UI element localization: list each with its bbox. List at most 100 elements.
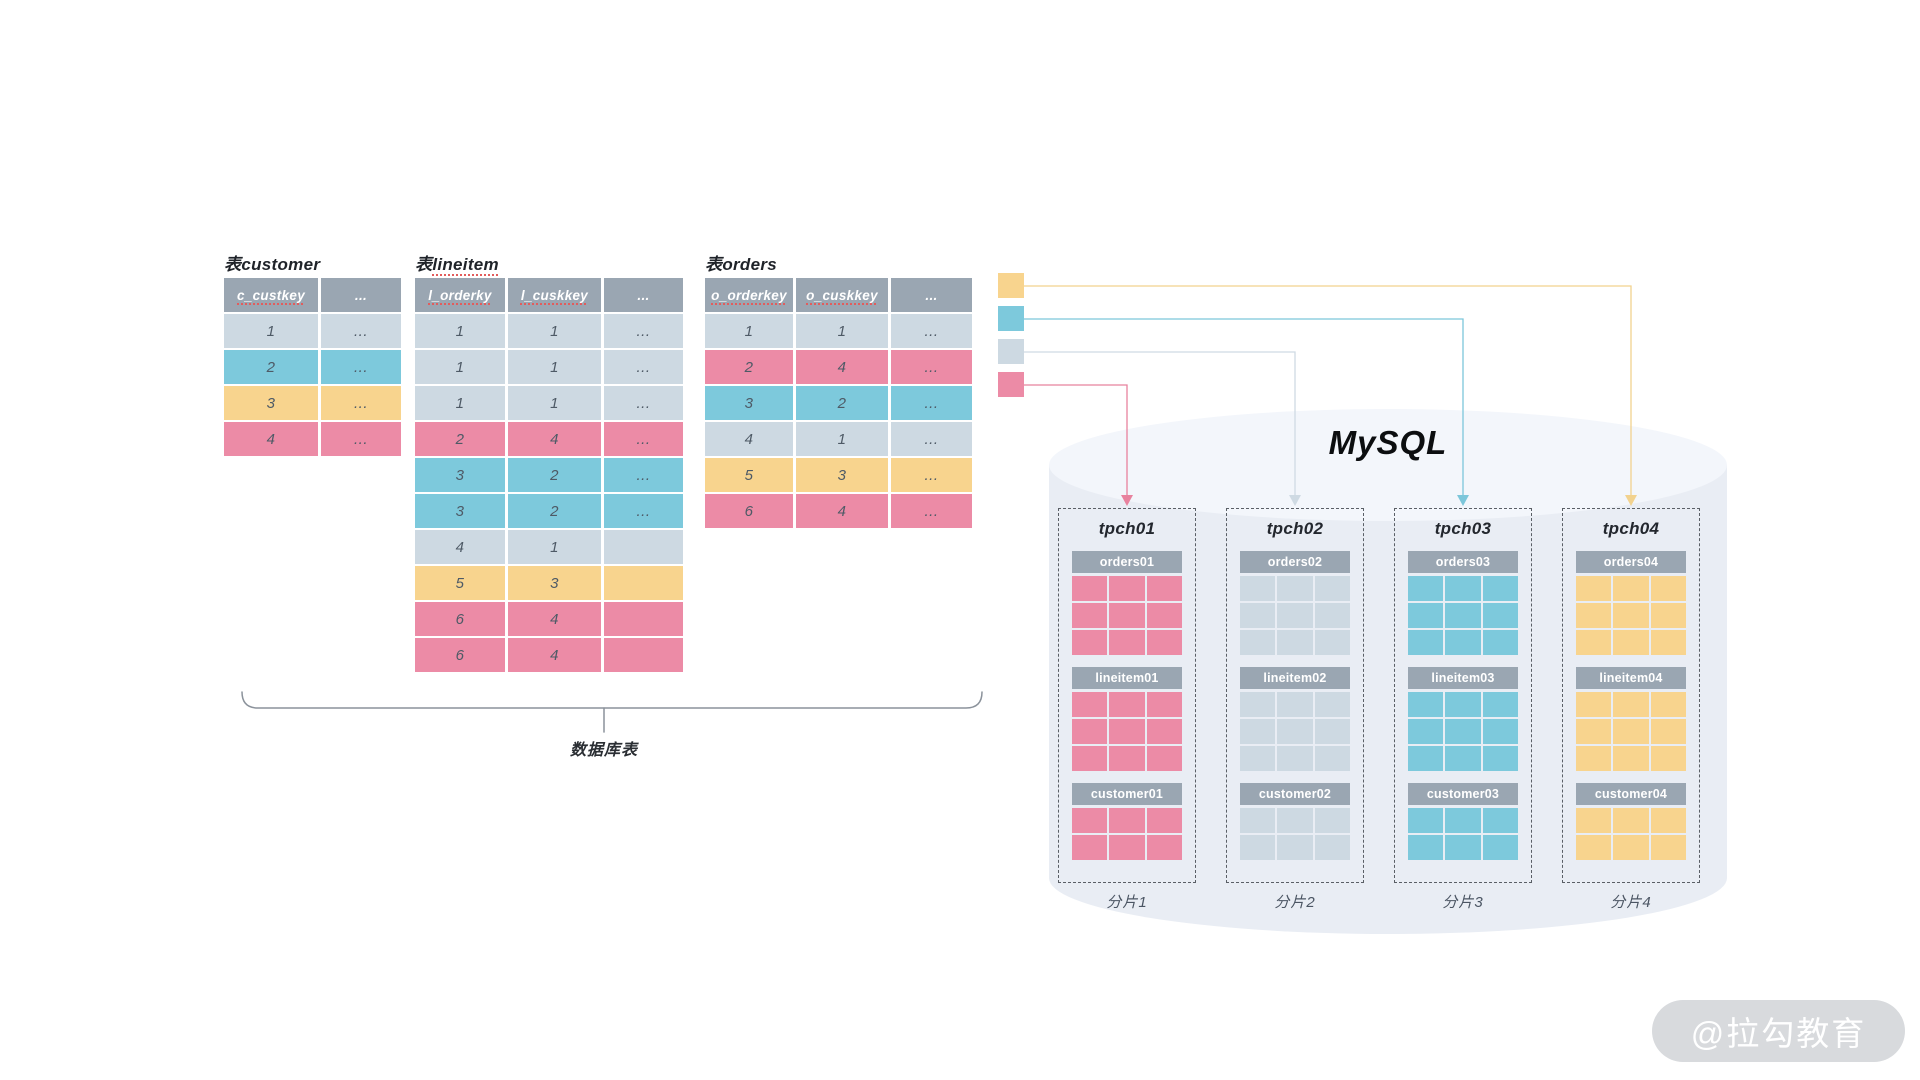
grid-cell xyxy=(1613,630,1649,655)
table-title-text: customer xyxy=(241,255,321,274)
grid-cell xyxy=(1408,692,1444,717)
grid-cell xyxy=(1408,719,1444,744)
column-header-text: o_orderkey xyxy=(711,287,787,303)
grid-cell xyxy=(1613,692,1649,717)
arrowhead-light xyxy=(1289,495,1301,506)
grid-cell xyxy=(1109,808,1145,833)
table-cell: 4 xyxy=(796,494,888,528)
grid-cell xyxy=(1650,719,1686,744)
mini-table-header: customer04 xyxy=(1576,783,1686,805)
grid-cell xyxy=(1146,746,1182,771)
grid-cell xyxy=(1576,835,1612,860)
grid-cell xyxy=(1482,630,1518,655)
shard-name: tpch04 xyxy=(1602,519,1660,538)
table-cell: ... xyxy=(891,386,972,420)
shard-tpch01: tpch01 orders01 lineitem01 customer01 分片1 xyxy=(1058,508,1196,912)
mini-table-lineitem03: lineitem03 xyxy=(1408,667,1518,771)
mini-table-customer02: customer02 xyxy=(1240,783,1350,860)
grid-cell xyxy=(1072,576,1108,601)
grid-cell xyxy=(1445,576,1481,601)
table-cell: ... xyxy=(321,314,401,348)
grid-cell xyxy=(1482,576,1518,601)
table-title-orders: 表orders xyxy=(705,250,972,274)
table-cell: 1 xyxy=(508,530,601,564)
table-cell: ... xyxy=(891,422,972,456)
table-cell: 2 xyxy=(508,458,601,492)
grid-cell xyxy=(1072,692,1108,717)
flow-arrow-yellow xyxy=(1024,285,1632,496)
table-cell: 1 xyxy=(508,314,601,348)
grid-cell xyxy=(1576,576,1612,601)
grid-cell xyxy=(1277,808,1313,833)
table-cell: ... xyxy=(604,350,683,384)
shard-box-tpch01: tpch01 orders01 lineitem01 customer01 xyxy=(1058,508,1196,883)
mini-table-grid xyxy=(1408,808,1518,860)
table-cell: 5 xyxy=(705,458,793,492)
grid-cell xyxy=(1576,692,1612,717)
grid-cell xyxy=(1072,835,1108,860)
flow-arrow-cyan xyxy=(1024,318,1464,496)
grid-cell xyxy=(1408,603,1444,628)
table-cell: 3 xyxy=(796,458,888,492)
legend-swatch-pink xyxy=(998,372,1024,397)
grid-cell xyxy=(1650,808,1686,833)
mini-table-lineitem04: lineitem04 xyxy=(1576,667,1686,771)
grid-cell xyxy=(1146,692,1182,717)
table-cell: 4 xyxy=(705,422,793,456)
table-cell: 1 xyxy=(224,314,318,348)
grid-cell xyxy=(1109,603,1145,628)
table-cell xyxy=(604,638,683,672)
table-cell: 1 xyxy=(415,386,505,420)
table-cell: ... xyxy=(604,458,683,492)
table-cell: 6 xyxy=(415,602,505,636)
mini-table-grid xyxy=(1408,692,1518,771)
grid-cell xyxy=(1277,719,1313,744)
grid-cell xyxy=(1445,808,1481,833)
grid-cell xyxy=(1650,630,1686,655)
grid-cell xyxy=(1482,719,1518,744)
table-title-lineitem: 表lineitem xyxy=(415,250,683,274)
grid-cell xyxy=(1408,630,1444,655)
shard-caption: 分片1 xyxy=(1106,894,1148,911)
mini-table-customer01: customer01 xyxy=(1072,783,1182,860)
table-cell: 1 xyxy=(508,350,601,384)
grid-cell xyxy=(1408,835,1444,860)
source-table-lineitem: 表lineitem l_orderky l_cuskkey... 1 1... 1 1...… xyxy=(415,250,683,672)
grid-cell xyxy=(1109,630,1145,655)
grid-cell xyxy=(1650,746,1686,771)
grid-cell xyxy=(1408,576,1444,601)
mini-table-grid xyxy=(1576,692,1686,771)
table-cell: 2 xyxy=(224,350,318,384)
table-cell: 4 xyxy=(415,530,505,564)
mini-table-grid xyxy=(1240,808,1350,860)
grid-cell xyxy=(1277,603,1313,628)
mini-table-header: customer03 xyxy=(1408,783,1518,805)
table-cell: 3 xyxy=(415,458,505,492)
grid-cell xyxy=(1576,719,1612,744)
table-cell xyxy=(604,530,683,564)
mini-table-grid xyxy=(1072,576,1182,655)
table-cell: 1 xyxy=(415,314,505,348)
grid-cell xyxy=(1109,719,1145,744)
grid-cell xyxy=(1613,603,1649,628)
table-title-prefix: 表 xyxy=(224,255,242,274)
mini-table-header: orders01 xyxy=(1072,551,1182,573)
mini-table-header: orders03 xyxy=(1408,551,1518,573)
mini-table-header: lineitem02 xyxy=(1240,667,1350,689)
legend-swatch-cyan xyxy=(998,306,1024,331)
table-cell: ... xyxy=(321,350,401,384)
shard-box-tpch03: tpch03 orders03 lineitem03 customer03 xyxy=(1394,508,1532,883)
grid-cell xyxy=(1314,576,1350,601)
column-header-text: l_cuskkey xyxy=(520,287,589,303)
grid-cell xyxy=(1109,835,1145,860)
table-cell: ... xyxy=(891,458,972,492)
grid-cell xyxy=(1576,630,1612,655)
grid-cell xyxy=(1445,835,1481,860)
table-title-prefix: 表 xyxy=(415,255,433,274)
table-title-customer: 表customer xyxy=(224,250,401,274)
table-cell: ... xyxy=(604,386,683,420)
grid-cell xyxy=(1146,835,1182,860)
table-cell xyxy=(604,602,683,636)
table-cell: ... xyxy=(604,494,683,528)
grid-cell xyxy=(1277,746,1313,771)
